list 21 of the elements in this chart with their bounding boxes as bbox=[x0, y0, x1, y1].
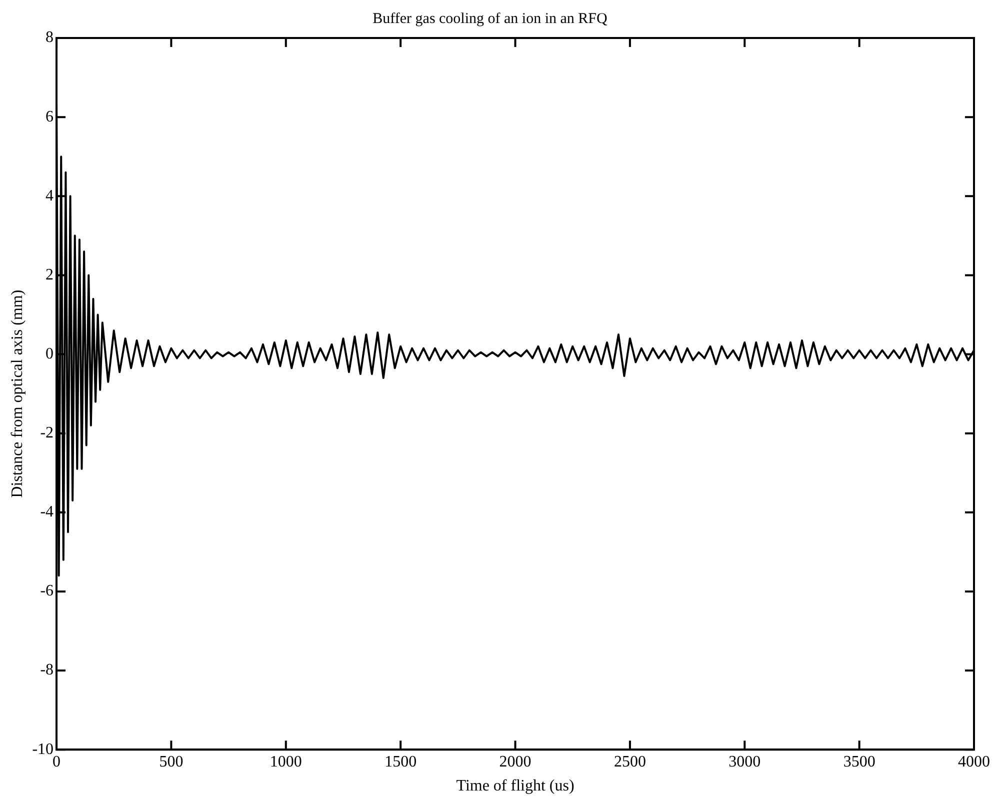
y-tick-label: 4 bbox=[46, 187, 54, 204]
x-tick-label: 500 bbox=[159, 753, 184, 770]
y-tick-label: -2 bbox=[40, 424, 54, 442]
x-tick-label: 3000 bbox=[728, 753, 761, 770]
x-tick-label: 4000 bbox=[958, 753, 990, 770]
y-tick-label: -4 bbox=[40, 504, 54, 521]
x-tick-label: 1000 bbox=[270, 753, 302, 770]
y-axis-title: Distance from optical axis (mm) bbox=[8, 290, 26, 498]
y-tick-label: 0 bbox=[46, 345, 54, 362]
x-axis-title: Time of flight (us) bbox=[456, 778, 574, 795]
y-tick-label: -6 bbox=[40, 582, 54, 600]
y-tick-label: 8 bbox=[46, 29, 54, 46]
x-tick-label: 2500 bbox=[614, 753, 646, 770]
x-tick-label: 1500 bbox=[384, 753, 417, 770]
x-tick-label: 2000 bbox=[499, 753, 532, 770]
y-tick-label: 6 bbox=[46, 108, 54, 126]
y-tick-label: -10 bbox=[32, 740, 54, 758]
chart-title: Buffer gas cooling of an ion in an RFQ bbox=[372, 10, 608, 27]
y-tick-label: 2 bbox=[46, 266, 54, 284]
x-tick-label: 3500 bbox=[843, 753, 876, 770]
y-tick-label: -8 bbox=[40, 662, 54, 679]
